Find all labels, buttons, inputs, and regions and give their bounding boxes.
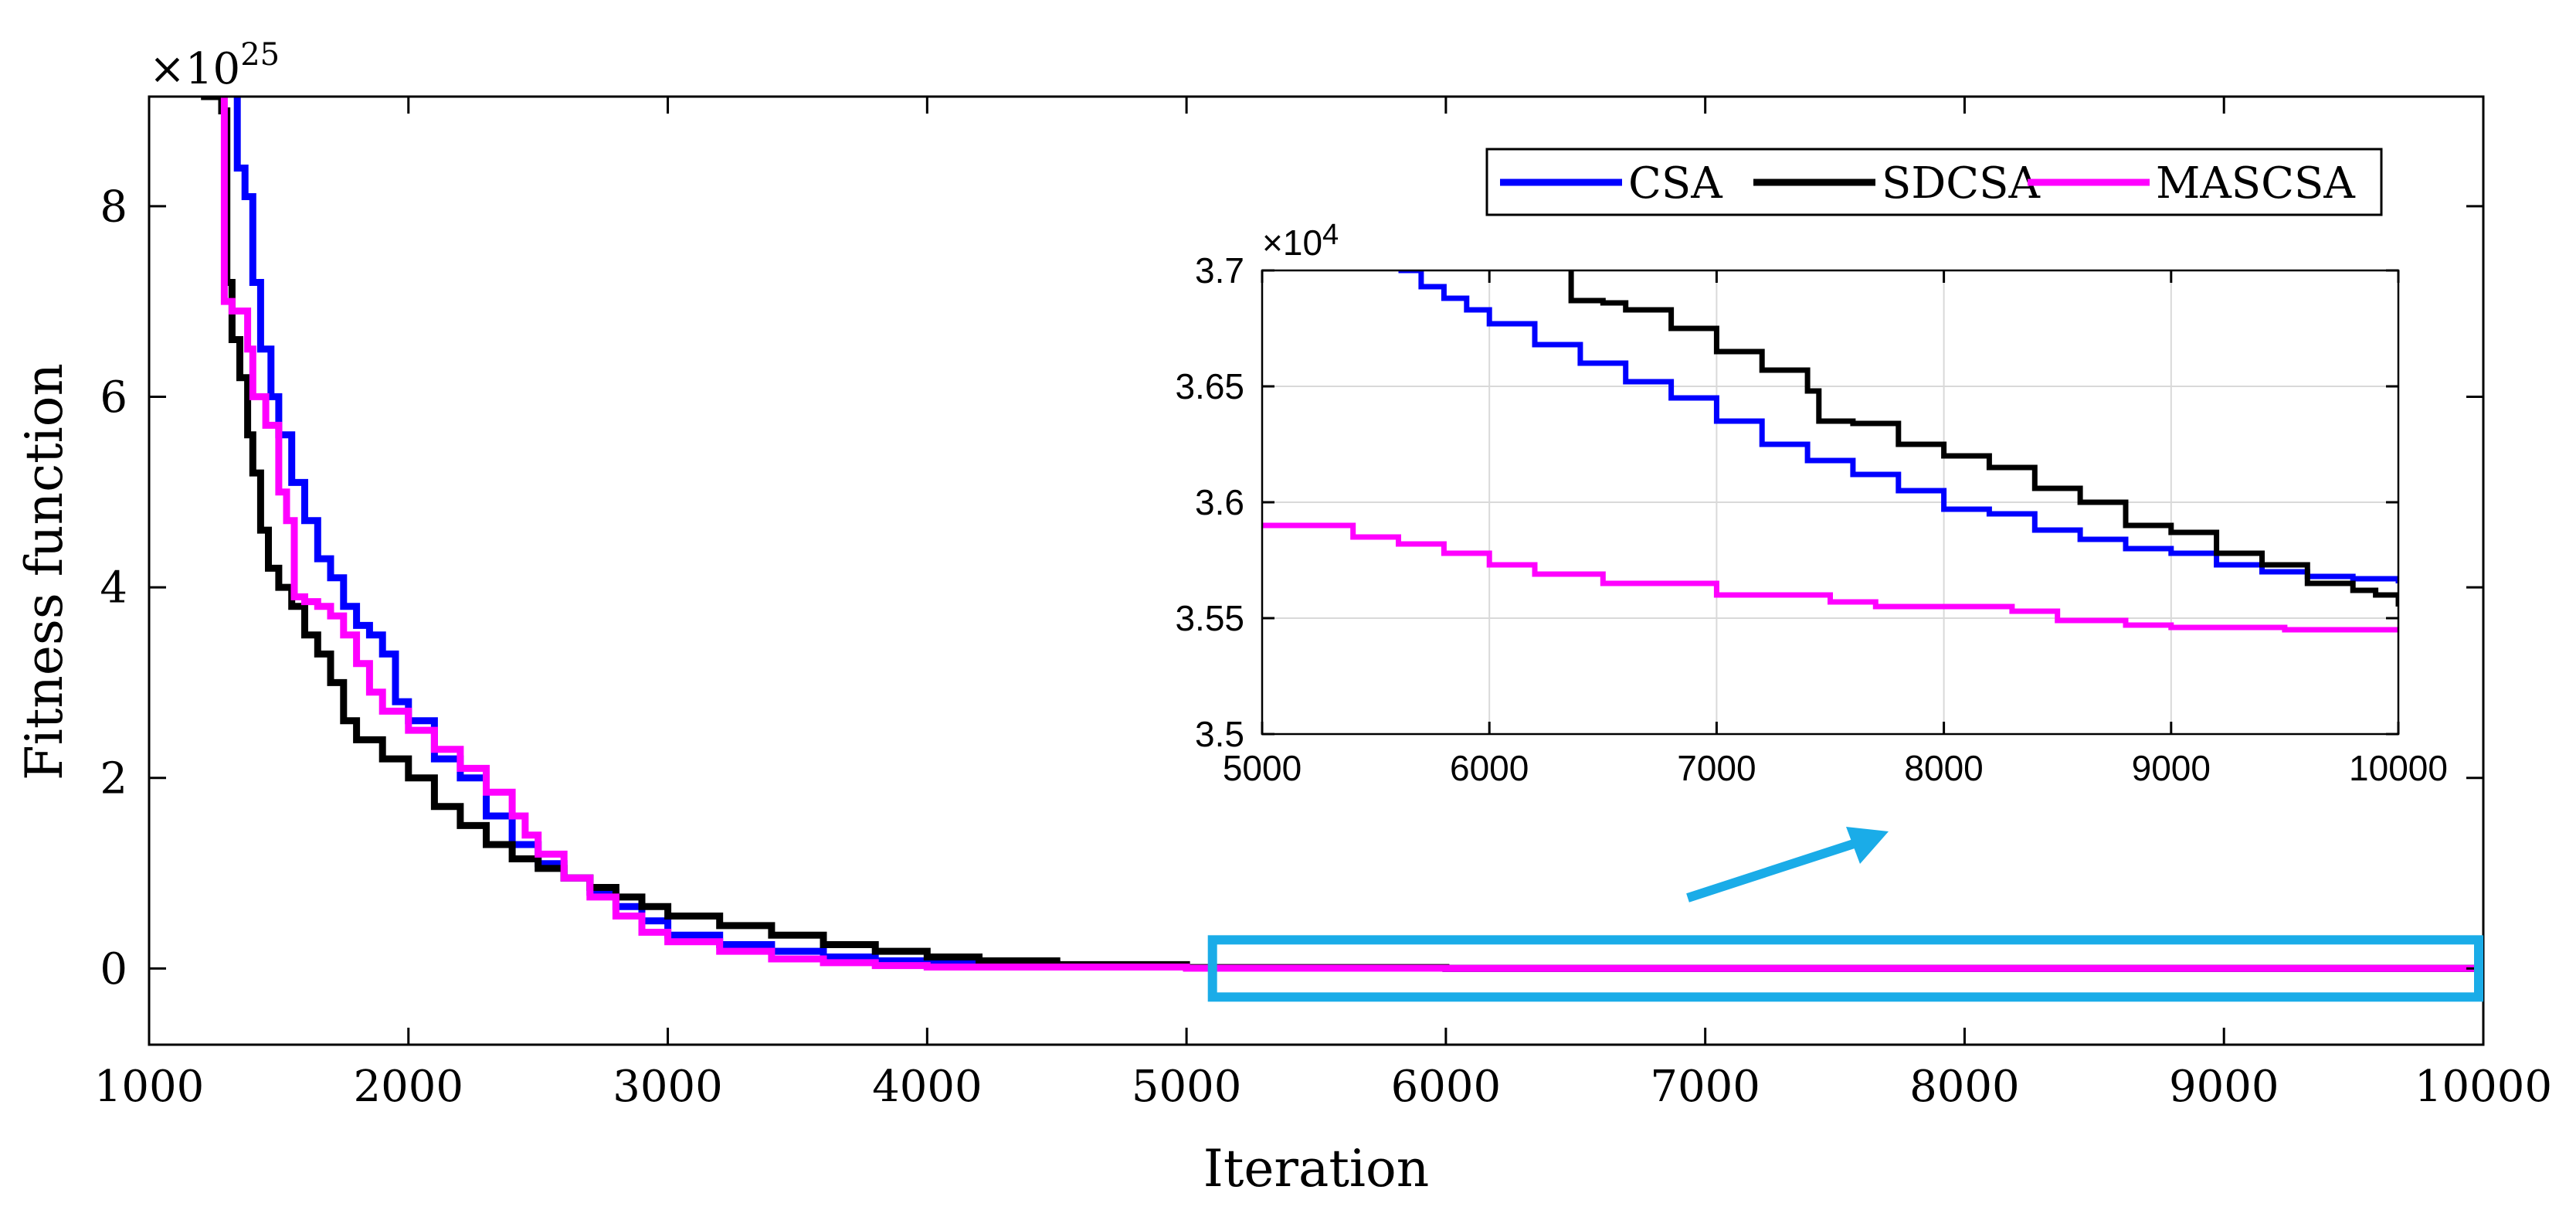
main-series-mascsa	[220, 97, 2483, 972]
main-ytick-label-0: 0	[100, 944, 127, 994]
main-y-exponent: ×1025	[149, 37, 280, 94]
main-series-sdcsa	[201, 97, 2483, 972]
inset-xtick-label-8000: 8000	[1904, 748, 1983, 788]
main-y-exponent-power: 25	[240, 37, 280, 73]
inset-xtick-label-6000: 6000	[1450, 748, 1529, 788]
inset-series-csa	[1398, 270, 2398, 583]
main-xtick-label-9000: 9000	[2169, 1062, 2279, 1112]
main-ytick-label-4: 4	[100, 563, 127, 614]
main-ytick-label-2: 2	[100, 753, 127, 804]
inset-ticks-layer: 5000 6000 7000 8000 9000 10000 3.5 3.55 3.6 3.65 3…	[1175, 250, 2447, 788]
inset-ytick-label-3-5: 3.5	[1195, 714, 1244, 754]
inset-ytick-label-3-65: 3.65	[1175, 366, 1244, 406]
legend-label-sdcsa: SDCSA	[1882, 158, 2040, 209]
main-series-csa	[233, 97, 2483, 972]
main-y-axis-label: Fitness function	[15, 363, 74, 780]
inset-xtick-label-10000: 10000	[2349, 748, 2448, 788]
main-ytick-label-6: 6	[100, 372, 127, 423]
inset-ytick-label-3-7: 3.7	[1195, 250, 1244, 291]
legend-entry-sdcsa: SDCSA	[1753, 158, 2040, 209]
main-xtick-label-3000: 3000	[613, 1062, 723, 1112]
main-xtick-label-2000: 2000	[354, 1062, 464, 1112]
legend-label-mascsa: MASCSA	[2156, 158, 2355, 209]
legend: CSA SDCSA MASCSA	[1485, 148, 2383, 216]
arrow-shaft	[1686, 839, 1855, 903]
highlight-box	[1207, 935, 2483, 1002]
inset-chart: 5000 6000 7000 8000 9000 10000 3.5 3.55 3.6 3.65 3…	[1175, 219, 2447, 788]
main-ticks-layer: 1000 2000 3000 4000 5000 6000 7000 8000 9000 1000…	[94, 97, 2552, 1112]
arrow-head	[1846, 827, 1889, 864]
main-series-layer	[201, 97, 2483, 972]
main-xtick-label-4000: 4000	[872, 1062, 983, 1112]
inset-series-layer	[1262, 270, 2398, 633]
main-xtick-label-5000: 5000	[1132, 1062, 1242, 1112]
inset-ytick-label-3-6: 3.6	[1195, 482, 1244, 522]
main-xtick-label-10000: 10000	[2415, 1062, 2552, 1112]
inset-axes-frame	[1261, 269, 2400, 736]
inset-xtick-label-7000: 7000	[1677, 748, 1756, 788]
main-ytick-label-8: 8	[100, 182, 127, 232]
zoom-annotation	[1207, 827, 2483, 1002]
inset-ytick-label-3-55: 3.55	[1175, 598, 1244, 638]
inset-series-sdcsa	[1568, 270, 2398, 607]
inset-xtick-label-9000: 9000	[2132, 748, 2211, 788]
main-xtick-label-1000: 1000	[94, 1062, 205, 1112]
inset-y-exponent-power: 4	[1322, 219, 1339, 251]
legend-entry-csa: CSA	[1500, 158, 1722, 209]
main-axes-frame	[148, 95, 2485, 1046]
main-x-axis-label: Iteration	[1203, 1139, 1429, 1198]
legend-box	[1485, 148, 2383, 216]
legend-label-csa: CSA	[1628, 158, 1722, 209]
legend-entry-mascsa: MASCSA	[2028, 158, 2355, 209]
main-xtick-label-8000: 8000	[1909, 1062, 2020, 1112]
inset-series-mascsa	[1262, 522, 2398, 633]
main-y-exponent-base: ×10	[149, 44, 240, 94]
inset-y-exponent: ×104	[1262, 219, 1339, 263]
inset-xtick-label-5000: 5000	[1223, 748, 1302, 788]
inset-y-exponent-base: ×10	[1262, 223, 1322, 263]
main-xtick-label-6000: 6000	[1391, 1062, 1502, 1112]
main-xtick-label-7000: 7000	[1650, 1062, 1760, 1112]
